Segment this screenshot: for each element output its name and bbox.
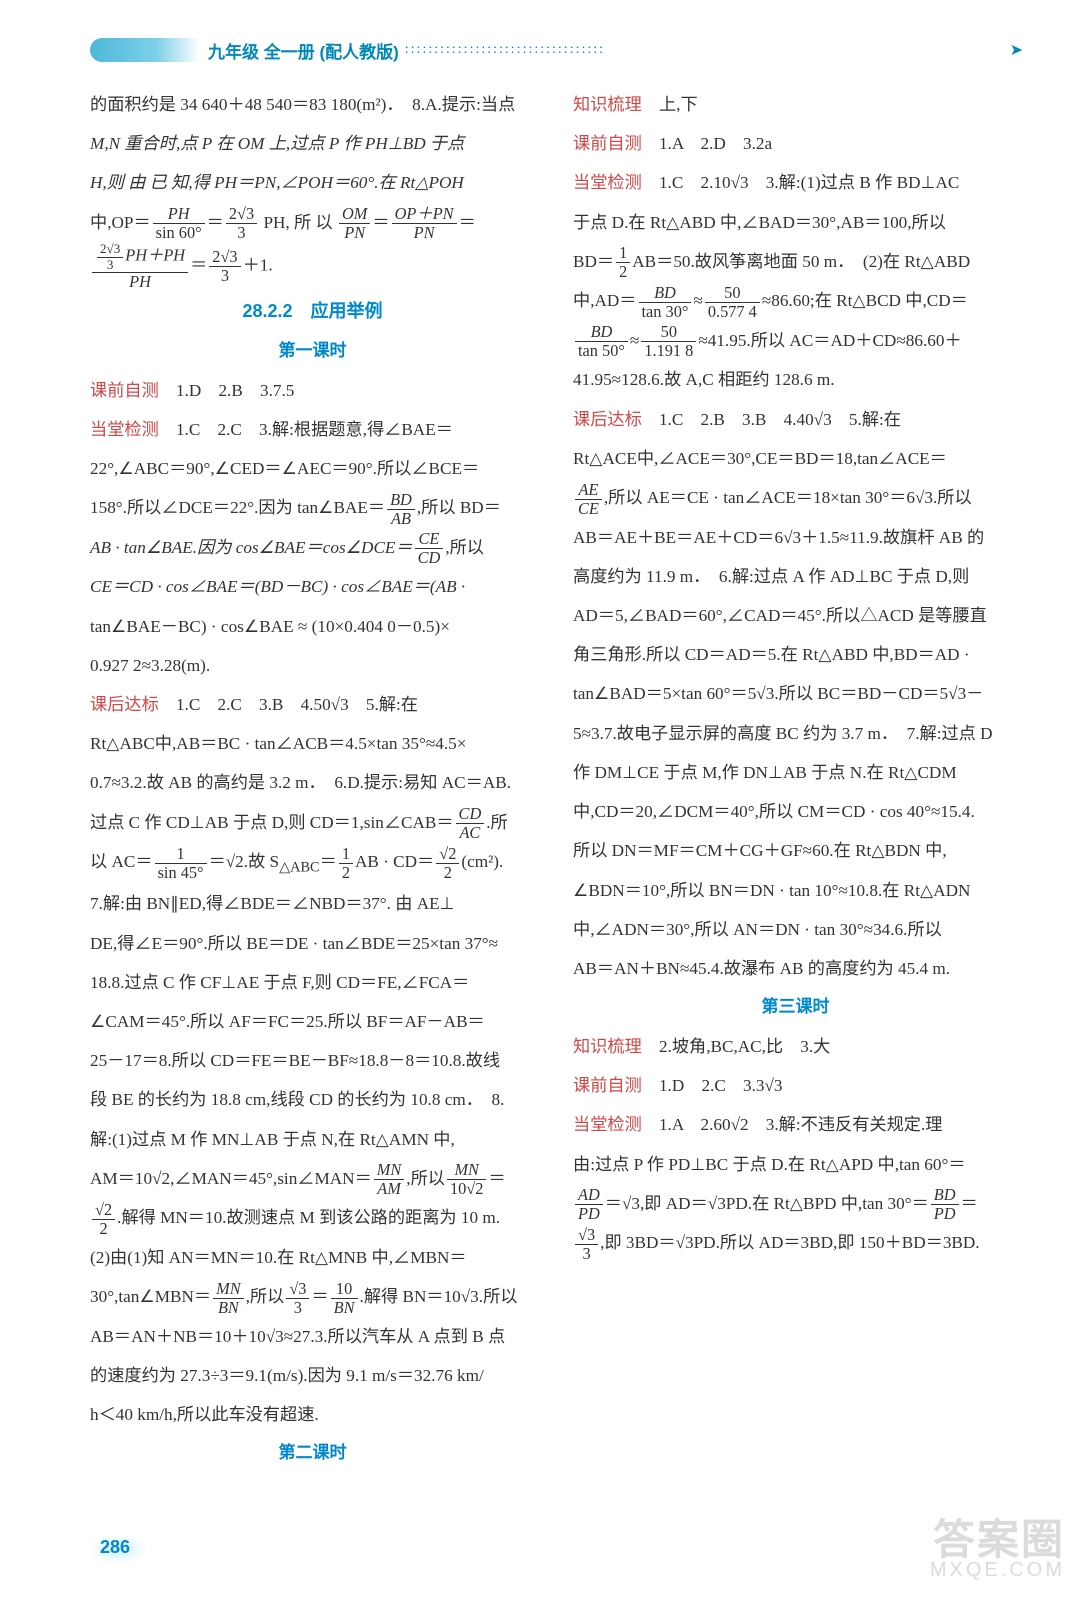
label-kehou: 课后达标 (90, 694, 159, 714)
text-line: 角三角形.所以 CD＝AD＝5.在 Rt△ABD 中,BD＝AD · (573, 635, 1018, 674)
lesson-title: 第二课时 (90, 1434, 535, 1473)
watermark-text-1: 答案圈 (930, 1506, 1065, 1567)
text-line: 当堂检测 1.C 2.C 3.解:根据题意,得∠BAE＝ (90, 410, 535, 449)
text-line: AB＝AN＋BN≈45.4.故瀑布 AB 的高度约为 45.4 m. (573, 949, 1018, 988)
watermark: 答案圈 MXQE.COM (930, 1506, 1065, 1582)
text-line: 中,CD＝20,∠DCM＝40°,所以 CM＝CD · cos 40°≈15.4… (573, 792, 1018, 831)
header-decoration (90, 38, 200, 62)
text-line: AB＝AN＋NB＝10＋10√3≈27.3.所以汽车从 A 点到 B 点 (90, 1317, 535, 1356)
text-line: 所以 DN＝MF＝CM＋CG＋GF≈60.在 Rt△BDN 中, (573, 831, 1018, 870)
text-line: 于点 D.在 Rt△ABD 中,∠BAD＝30°,AB＝100,所以 (573, 203, 1018, 242)
text-line: (2)由(1)知 AN＝MN＝10.在 Rt△MNB 中,∠MBN＝ (90, 1238, 535, 1277)
text-line: √22.解得 MN＝10.故测速点 M 到该公路的距离为 10 m. (90, 1198, 535, 1238)
text-line: 段 BE 的长约为 18.8 cm,线段 CD 的长约为 10.8 cm． 8. (90, 1080, 535, 1119)
text-line: 当堂检测 1.C 2.10√3 3.解:(1)过点 B 作 BD⊥AC (573, 163, 1018, 202)
text-line: 18.8.过点 C 作 CF⊥AE 于点 F,则 CD＝FE,∠FCA＝ (90, 963, 535, 1002)
text-line: 7.解:由 BN∥ED,得∠BDE＝∠NBD＝37°. 由 AE⊥ (90, 884, 535, 923)
text-line: DE,得∠E＝90°.所以 BE＝DE · tan∠BDE＝25×tan 37°… (90, 924, 535, 963)
label-keqian: 课前自测 (573, 133, 642, 153)
lesson-title: 第一课时 (90, 332, 535, 371)
section-title: 28.2.2 应用举例 (90, 291, 535, 332)
text-line: AB＝AE＋BE＝AE＋CD＝6√3＋1.5≈11.9.故旗杆 AB 的 (573, 518, 1018, 557)
text-line: 过点 C 作 CD⊥AB 于点 D,则 CD＝1,sin∠CAB＝CDAC.所 (90, 803, 535, 843)
text-line: 课后达标 1.C 2.C 3.B 4.50√3 5.解:在 (90, 685, 535, 724)
text-line: 当堂检测 1.A 2.60√2 3.解:不违反有关规定.理 (573, 1105, 1018, 1144)
label-dangtang: 当堂检测 (573, 172, 642, 192)
label-dangtang: 当堂检测 (90, 419, 159, 439)
text-line: 的速度约为 27.3÷3＝9.1(m/s).因为 9.1 m/s＝32.76 k… (90, 1356, 535, 1395)
text-line: 0.927 2≈3.28(m). (90, 646, 535, 685)
text-line: AM＝10√2,∠MAN＝45°,sin∠MAN＝MNAM,所以MN10√2＝ (90, 1159, 535, 1199)
text-line: BDtan 50°≈501.191 8≈41.95.所以 AC＝AD＋CD≈86… (573, 321, 1018, 361)
text-line: Rt△ABC中,AB＝BC · tan∠ACB＝4.5×tan 35°≈4.5× (90, 724, 535, 763)
text-line: H,则 由 已 知,得 PH＝PN,∠POH＝60°.在 Rt△POH (90, 163, 535, 202)
header-arrow-icon: ➤ (1010, 40, 1023, 60)
text-line: BD＝12AB＝50.故风筝离地面 50 m． (2)在 Rt△ABD (573, 242, 1018, 282)
main-content: 的面积约是 34 640＋48 540＝83 180(m²)． 8.A.提示:当… (90, 85, 1018, 1510)
text-line: ∠BDN＝10°,所以 BN＝DN · tan 10°≈10.8.在 Rt△AD… (573, 871, 1018, 910)
page-header: 九年级 全一册 (配人教版) :::::::::::::::::::::::::… (90, 30, 1023, 70)
text-line: tan∠BAD＝5×tan 60°＝5√3.所以 BC＝BD－CD＝5√3－ (573, 674, 1018, 713)
text-line: 高度约为 11.9 m． 6.解:过点 A 作 AD⊥BC 于点 D,则 (573, 557, 1018, 596)
text-line: 5≈3.7.故电子显示屏的高度 BC 约为 3.7 m． 7.解:过点 D (573, 714, 1018, 753)
text-line: 2√33PH＋PHPH＝2√33＋1. (90, 242, 535, 291)
text-line: 由:过点 P 作 PD⊥BC 于点 D.在 Rt△APD 中,tan 60°＝ (573, 1145, 1018, 1184)
text-line: 41.95≈128.6.故 A,C 相距约 128.6 m. (573, 360, 1018, 399)
text-line: ∠CAM＝45°.所以 AF＝FC＝25.所以 BF＝AF－AB＝ (90, 1002, 535, 1041)
text-line: tan∠BAE－BC) · cos∠BAE ≈ (10×0.404 0－0.5)… (90, 607, 535, 646)
watermark-text-2: MXQE.COM (930, 1559, 1065, 1582)
text-line: 中,OP＝PHsin 60°＝2√33 PH, 所 以 OMPN＝OP＋PNPN… (90, 203, 535, 243)
page-number: 286 (100, 1537, 130, 1558)
text-line: ADPD＝√3,即 AD＝√3PD.在 Rt△BPD 中,tan 30°＝BDP… (573, 1184, 1018, 1224)
text-line: 课前自测 1.D 2.B 3.7.5 (90, 371, 535, 410)
text-line: CE＝CD · cos∠BAE＝(BD－BC) · cos∠BAE＝(AB · (90, 567, 535, 606)
text-line: AB · tan∠BAE.因为 cos∠BAE＝cos∠DCE＝CECD,所以 (90, 528, 535, 568)
label-keqian: 课前自测 (90, 380, 159, 400)
text-line: 课前自测 1.D 2.C 3.3√3 (573, 1066, 1018, 1105)
text-line: 中,AD＝BDtan 30°≈500.577 4≈86.60;在 Rt△BCD … (573, 281, 1018, 321)
text-line: 知识梳理 2.坡角,BC,AC,比 3.大 (573, 1027, 1018, 1066)
label-keqian: 课前自测 (573, 1075, 642, 1095)
text-line: 0.7≈3.2.故 AB 的高约是 3.2 m． 6.D.提示:易知 AC＝AB… (90, 763, 535, 802)
text-line: AD＝5,∠BAD＝60°,∠CAD＝45°.所以△ACD 是等腰直 (573, 596, 1018, 635)
text-line: M,N 重合时,点 P 在 OM 上,过点 P 作 PH⊥BD 于点 (90, 124, 535, 163)
text-line: Rt△ACE中,∠ACE＝30°,CE＝BD＝18,tan∠ACE＝ (573, 439, 1018, 478)
text-line: 解:(1)过点 M 作 MN⊥AB 于点 N,在 Rt△AMN 中, (90, 1120, 535, 1159)
text-line: 22°,∠ABC＝90°,∠CED＝∠AEC＝90°.所以∠BCE＝ (90, 449, 535, 488)
label-zhishi: 知识梳理 (573, 1036, 642, 1056)
label-dangtang: 当堂检测 (573, 1114, 642, 1134)
text-line: 课前自测 1.A 2.D 3.2a (573, 124, 1018, 163)
text-line: 30°,tan∠MBN＝MNBN,所以√33＝10BN.解得 BN＝10√3.所… (90, 1277, 535, 1317)
text-line: 的面积约是 34 640＋48 540＝83 180(m²)． 8.A.提示:当… (90, 85, 535, 124)
text-line: 知识梳理 上,下 (573, 85, 1018, 124)
text-line: 课后达标 1.C 2.B 3.B 4.40√3 5.解:在 (573, 400, 1018, 439)
text-line: 作 DM⊥CE 于点 M,作 DN⊥AB 于点 N.在 Rt△CDM (573, 753, 1018, 792)
text-line: √33,即 3BD＝√3PD.所以 AD＝3BD,即 150＋BD＝3BD. (573, 1223, 1018, 1263)
header-title: 九年级 全一册 (配人教版) (208, 38, 399, 63)
text-line: 以 AC＝1sin 45°＝√2.故 S△ABC＝12AB · CD＝√22(c… (90, 842, 535, 884)
header-dots: :::::::::::::::::::::::::::::::::: (405, 42, 1010, 58)
text-line: h＜40 km/h,所以此车没有超速. (90, 1395, 535, 1434)
text-line: 25－17＝8.所以 CD＝FE＝BE－BF≈18.8－8＝10.8.故线 (90, 1041, 535, 1080)
text-line: AECE,所以 AE＝CE · tan∠ACE＝18×tan 30°＝6√3.所… (573, 478, 1018, 518)
lesson-title: 第三课时 (573, 988, 1018, 1027)
text-line: 158°.所以∠DCE＝22°.因为 tan∠BAE＝BDAB,所以 BD＝ (90, 488, 535, 528)
label-zhishi: 知识梳理 (573, 94, 642, 114)
label-kehou: 课后达标 (573, 409, 642, 429)
text-line: 中,∠ADN＝30°,所以 AN＝DN · tan 30°≈34.6.所以 (573, 910, 1018, 949)
